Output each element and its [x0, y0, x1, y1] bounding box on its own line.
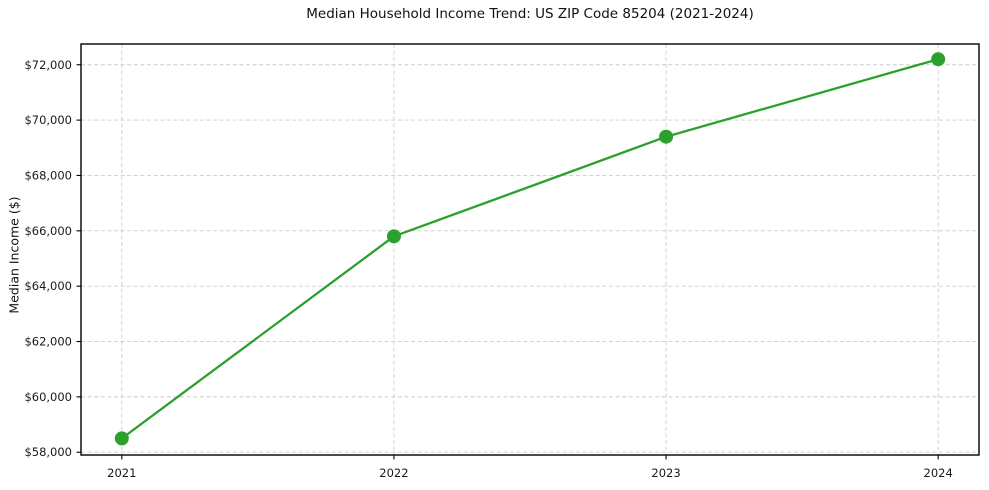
data-point-2023	[659, 129, 674, 144]
y-tick-label: $64,000	[24, 279, 72, 293]
gridlines	[81, 44, 979, 455]
data-point-2024	[931, 52, 946, 67]
tick-marks	[76, 64, 939, 460]
y-tick-label: $72,000	[24, 58, 72, 72]
y-tick-label: $60,000	[24, 390, 72, 404]
trend-line	[120, 58, 940, 440]
y-tick-label: $66,000	[24, 224, 72, 238]
y-tick-label: $70,000	[24, 113, 72, 127]
y-tick-label: $58,000	[24, 445, 72, 459]
data-point-2021	[114, 431, 129, 446]
plot-border	[80, 43, 980, 456]
chart-title: Median Household Income Trend: US ZIP Co…	[306, 6, 754, 22]
data-point-2022	[386, 229, 401, 244]
x-tick-label: 2024	[924, 466, 953, 480]
x-tick-label: 2022	[379, 466, 408, 480]
x-tick-label: 2021	[107, 466, 136, 480]
tick-labels: $58,000 $60,000 $62,000 $64,000 $66,000 $68,0…	[24, 58, 952, 480]
y-tick-label: $68,000	[24, 168, 72, 182]
y-tick-label: $62,000	[24, 335, 72, 349]
x-tick-label: 2023	[651, 466, 680, 480]
